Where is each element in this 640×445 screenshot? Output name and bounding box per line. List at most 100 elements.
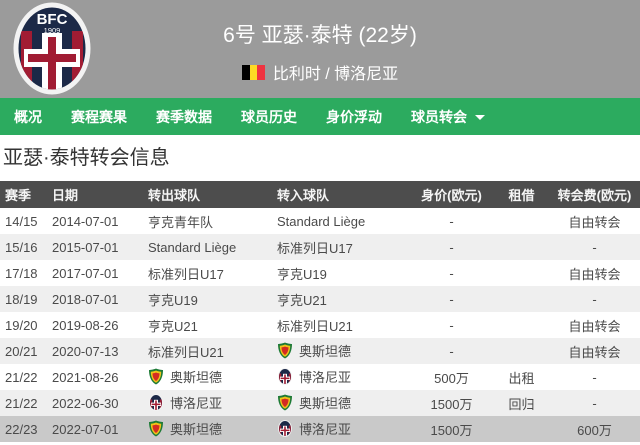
from-club-cell: 博洛尼亚: [148, 390, 277, 416]
season-cell: 22/23: [5, 421, 38, 437]
loan-cell: [494, 416, 549, 442]
col-date: 日期: [52, 181, 148, 208]
loan-cell: 出租: [508, 370, 535, 386]
market-value-cell: -: [449, 317, 454, 333]
loan-cell: [494, 208, 549, 234]
season-cell: 21/22: [5, 369, 38, 385]
from-club-cell: 标准列日U21: [148, 338, 277, 364]
date-cell: 2020-07-13: [52, 343, 119, 359]
fee-cell: -: [592, 239, 597, 255]
col-fee: 转会费(欧元): [549, 181, 640, 208]
crest-text: BFC: [37, 11, 68, 28]
fee-cell: 自由转会: [568, 344, 621, 360]
season-cell: 18/19: [5, 291, 38, 307]
nav-item-fixtures-results[interactable]: 赛程赛果: [71, 107, 127, 127]
market-value-cell: -: [449, 265, 454, 281]
date-cell: 2022-07-01: [52, 421, 119, 437]
col-market-value: 身价(欧元): [409, 181, 494, 208]
table-row: 22/23 2022-07-01 奥斯坦德 博洛尼亚 1500万 600万: [0, 416, 640, 442]
nav-item-season-stats[interactable]: 赛季数据: [156, 107, 212, 127]
player-header: BFC 1909 6号 亚瑟·泰特 (22岁) 比利时 / 博洛尼亚: [0, 0, 640, 98]
table-row: 20/21 2020-07-13 标准列日U21 奥斯坦德 - 自由转会: [0, 338, 640, 364]
flag-band-yellow: [249, 64, 258, 80]
club-name: 亨克青年队: [148, 214, 214, 230]
to-club-cell: 标准列日U21: [277, 312, 409, 338]
club-name: Standard Liège: [277, 213, 366, 229]
club-name: 亨克U19: [148, 292, 198, 308]
from-club-cell: 亨克青年队: [148, 208, 277, 234]
loan-cell: [494, 312, 549, 338]
club-name: 博洛尼亚: [170, 395, 223, 411]
club-name: Standard Liège: [148, 239, 237, 255]
fee-cell: 自由转会: [568, 318, 621, 334]
club-name: 博洛尼亚: [299, 369, 352, 385]
loan-cell: [494, 338, 549, 364]
date-cell: 2015-07-01: [52, 239, 119, 255]
section-title: 亚瑟·泰特转会信息: [3, 147, 170, 169]
bologna-badge-icon: [277, 419, 293, 437]
date-cell: 2021-08-26: [52, 369, 119, 385]
from-club-cell: 亨克U19: [148, 286, 277, 312]
club-name: 亨克U21: [277, 292, 327, 308]
to-club-cell: 标准列日U17: [277, 234, 409, 260]
flag-band-black: [241, 64, 250, 80]
table-row: 15/16 2015-07-01 Standard Liège 标准列日U17 - -: [0, 234, 640, 260]
season-cell: 15/16: [5, 239, 38, 255]
club-name: 奥斯坦德: [299, 395, 352, 411]
date-cell: 2019-08-26: [52, 317, 119, 333]
nationality-club-text: 比利时 / 博洛尼亚: [272, 66, 399, 83]
club-name: 亨克U21: [148, 318, 198, 334]
to-club-cell: 奥斯坦德: [277, 390, 409, 416]
club-name: 标准列日U21: [148, 344, 224, 360]
season-cell: 21/22: [5, 395, 38, 411]
market-value-cell: -: [449, 213, 454, 229]
oostende-badge-icon: [277, 394, 293, 411]
table-row: 19/20 2019-08-26 亨克U21 标准列日U21 - 自由转会: [0, 312, 640, 338]
to-club-cell: 博洛尼亚: [277, 364, 409, 390]
loan-cell: 回归: [508, 396, 535, 412]
col-from-club: 转出球队: [148, 181, 277, 208]
market-value-cell: -: [449, 343, 454, 359]
col-loan: 租借: [494, 181, 549, 208]
club-name: 博洛尼亚: [299, 421, 352, 437]
table-row: 14/15 2014-07-01 亨克青年队 Standard Liège - 自由转会: [0, 208, 640, 234]
nav-item-label: 赛季数据: [156, 108, 212, 125]
oostende-badge-icon: [277, 342, 293, 359]
fee-cell: 600万: [577, 422, 612, 438]
nav-item-transfers[interactable]: 球员转会: [411, 107, 485, 127]
club-name: 亨克U19: [277, 266, 327, 282]
from-club-cell: 奥斯坦德: [148, 364, 277, 390]
loan-cell: [494, 260, 549, 286]
nav-item-player-history[interactable]: 球员历史: [241, 107, 297, 127]
oostende-badge-icon: [148, 420, 164, 437]
club-name: 标准列日U17: [277, 240, 353, 256]
col-to-club: 转入球队: [277, 181, 409, 208]
oostende-badge-icon: [148, 368, 164, 385]
nav-item-label: 身价浮动: [326, 108, 382, 125]
nav-item-market-value[interactable]: 身价浮动: [326, 107, 382, 127]
bologna-badge-icon: [148, 393, 164, 411]
from-club-cell: 亨克U21: [148, 312, 277, 338]
nav-bar: 概况 赛程赛果 赛季数据 球员历史 身价浮动 球员转会: [0, 98, 640, 135]
club-name: 奥斯坦德: [299, 343, 352, 359]
season-cell: 20/21: [5, 343, 38, 359]
from-club-cell: 奥斯坦德: [148, 416, 277, 442]
season-cell: 14/15: [5, 213, 38, 229]
date-cell: 2017-07-01: [52, 265, 119, 281]
loan-cell: [494, 234, 549, 260]
to-club-cell: Standard Liège: [277, 208, 409, 234]
market-value-cell: 1500万: [430, 396, 473, 412]
table-row: 21/22 2022-06-30 博洛尼亚 奥斯坦德 1500万 回归 -: [0, 390, 640, 416]
from-club-cell: Standard Liège: [148, 234, 277, 260]
nav-item-label: 概况: [14, 108, 42, 125]
club-name: 标准列日U21: [277, 318, 353, 334]
col-season: 赛季: [0, 181, 52, 208]
table-row: 17/18 2017-07-01 标准列日U17 亨克U19 - 自由转会: [0, 260, 640, 286]
transfer-table: 赛季 日期 转出球队 转入球队 身价(欧元) 租借 转会费(欧元) 14/15 2…: [0, 181, 640, 442]
fee-cell: 自由转会: [568, 266, 621, 282]
club-name: 标准列日U17: [148, 266, 224, 282]
nav-item-overview[interactable]: 概况: [14, 107, 42, 127]
market-value-cell: 500万: [434, 370, 469, 386]
market-value-cell: -: [449, 291, 454, 307]
fee-cell: -: [592, 395, 597, 411]
